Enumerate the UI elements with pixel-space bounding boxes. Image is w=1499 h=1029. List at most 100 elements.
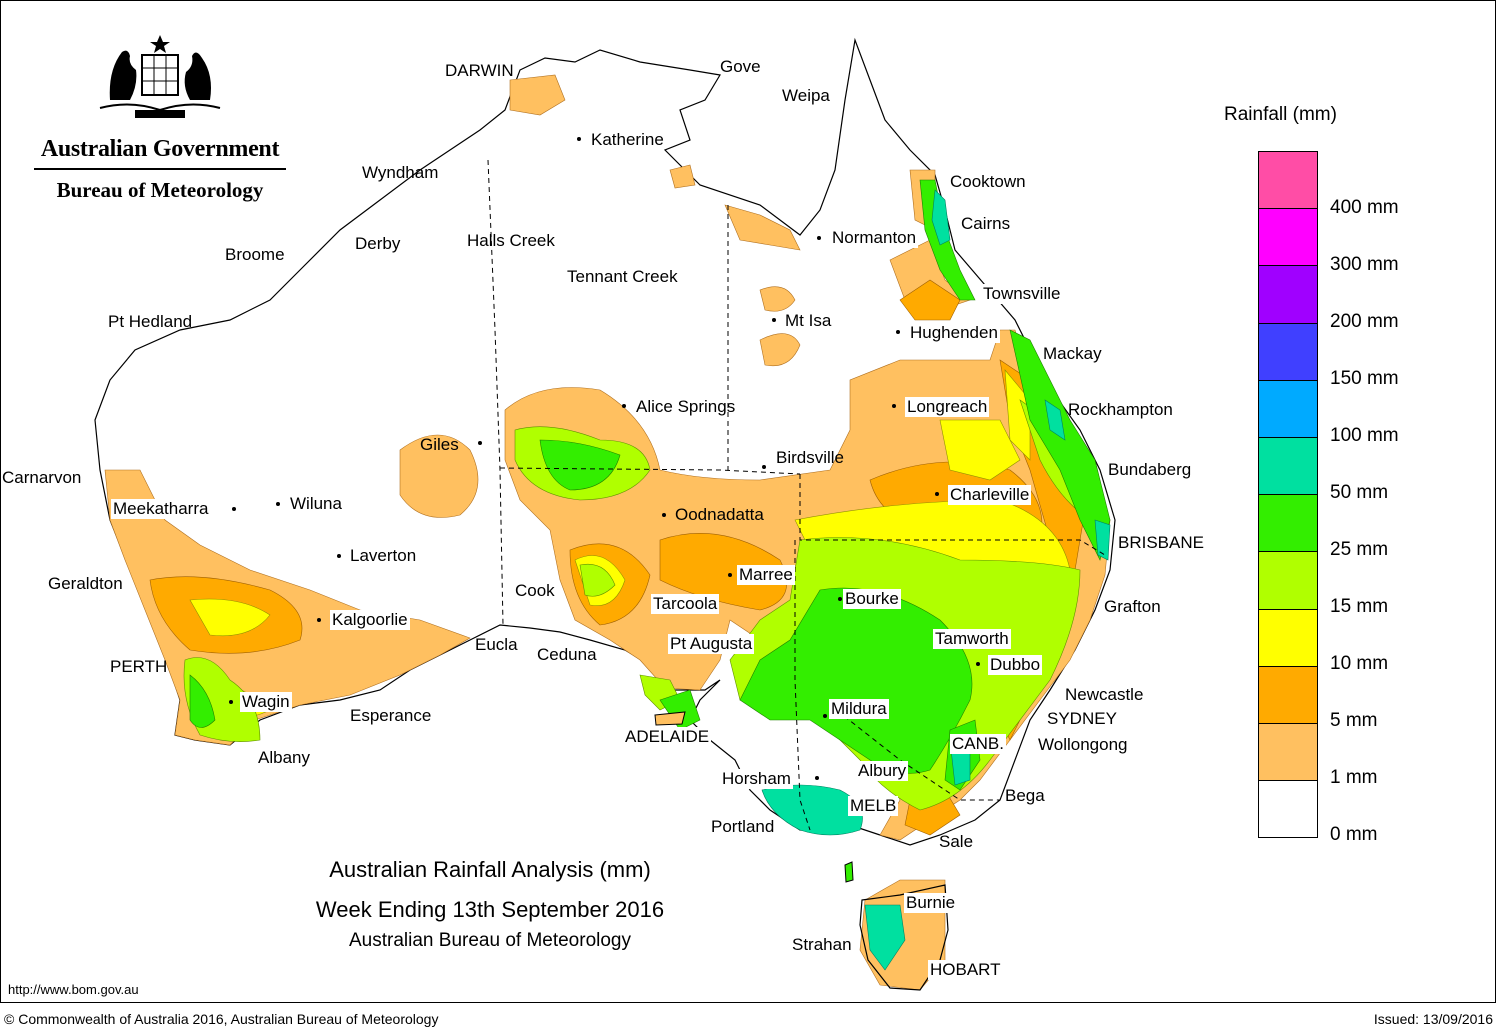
legend-swatch (1259, 209, 1317, 267)
logo-divider (34, 168, 286, 170)
place-laverton: Laverton (350, 546, 417, 565)
place-geraldton: Geraldton (48, 574, 123, 593)
place-charleville: Charleville (948, 485, 1032, 505)
place-mackay: Mackay (1043, 344, 1102, 363)
legend-colorbar (1258, 151, 1318, 839)
place-carnarvon: Carnarvon (2, 468, 82, 487)
legend-label: 5 mm (1330, 710, 1378, 731)
place-wollongong: Wollongong (1038, 735, 1128, 754)
place-albury: Albury (856, 761, 909, 781)
legend-swatch (1259, 781, 1317, 838)
place-gove: Gove (720, 57, 761, 76)
legend-swatch (1259, 609, 1317, 667)
footer-issued: Issued: 13/09/2016 (1373, 1011, 1493, 1027)
place-pt-augusta: Pt Augusta (668, 634, 755, 654)
map-source: Australian Bureau of Meteorology (349, 930, 631, 951)
place-esperance: Esperance (350, 706, 432, 725)
legend-swatch (1259, 552, 1317, 610)
place-oodnadatta: Oodnadatta (675, 505, 764, 524)
place-townsville: Townsville (981, 284, 1063, 304)
place-strahan: Strahan (792, 935, 852, 954)
place-halls-creek: Halls Creek (467, 231, 555, 250)
place-dot (478, 441, 482, 445)
place-dot (817, 236, 821, 240)
place-marree: Marree (737, 565, 795, 585)
place-mt-isa: Mt Isa (783, 311, 834, 331)
place-tarcoola: Tarcoola (651, 594, 720, 614)
place-katherine: Katherine (591, 130, 664, 149)
rain-25mm-areas (189, 179, 1111, 791)
place-tennant-creek: Tennant Creek (567, 267, 678, 286)
place-weipa: Weipa (782, 86, 830, 105)
place-dot (276, 502, 280, 506)
place-tamworth: Tamworth (933, 629, 1011, 649)
place-eucla: Eucla (475, 635, 518, 654)
kangaroo-island (654, 711, 686, 726)
legend-label: 15 mm (1330, 596, 1389, 617)
place-newcastle: Newcastle (1065, 685, 1144, 704)
place-albany: Albany (258, 748, 310, 767)
place-dot (232, 507, 236, 511)
place-dot (229, 700, 233, 704)
footer-copyright: © Commonwealth of Australia 2016, Austra… (4, 1011, 439, 1027)
place-dot (317, 618, 321, 622)
legend-label: 25 mm (1330, 539, 1389, 560)
place-dot (577, 137, 581, 141)
legend-swatch (1259, 495, 1317, 553)
place-dot (662, 513, 666, 517)
place-ceduna: Ceduna (537, 645, 597, 664)
place-canberra: CANB. (950, 734, 1006, 754)
legend-label: 200 mm (1330, 311, 1399, 332)
place-dot (838, 597, 842, 601)
place-broome: Broome (225, 245, 285, 264)
place-derby: Derby (355, 234, 401, 253)
legend-label: 150 mm (1330, 368, 1399, 389)
place-dot (337, 554, 341, 558)
place-giles: Giles (420, 435, 459, 454)
place-meekatharra: Meekatharra (111, 499, 211, 519)
place-sydney: SYDNEY (1047, 709, 1117, 728)
legend-swatch (1259, 152, 1317, 210)
place-grafton: Grafton (1104, 597, 1161, 616)
legend-label: 0 mm (1330, 824, 1378, 845)
place-portland: Portland (711, 817, 775, 836)
place-longreach: Longreach (905, 397, 990, 417)
coat-of-arms-icon (99, 35, 221, 118)
state-borders (487, 159, 1106, 831)
place-horsham: Horsham (720, 769, 793, 789)
legend-swatch (1259, 323, 1317, 381)
place-dot (762, 465, 766, 469)
place-rockhampton: Rockhampton (1068, 400, 1173, 419)
map-frame (0, 0, 1496, 1003)
place-melbourne: MELB (848, 796, 899, 816)
place-darwin: DARWIN (445, 61, 514, 80)
place-dot (935, 492, 939, 496)
legend-swatch (1259, 266, 1317, 324)
place-brisbane: BRISBANE (1118, 533, 1204, 552)
place-dot (823, 714, 827, 718)
map-subtitle: Week Ending 13th September 2016 (315, 897, 665, 922)
bureau-name: Bureau of Meteorology (56, 177, 264, 202)
place-cooktown: Cooktown (950, 172, 1026, 191)
place-dot (772, 318, 776, 322)
place-dot (892, 404, 896, 408)
place-wyndham: Wyndham (362, 163, 439, 182)
footer-url[interactable]: http://www.bom.gov.au (8, 982, 139, 997)
place-dot (976, 662, 980, 666)
place-dot (815, 776, 819, 780)
legend-label: 10 mm (1330, 653, 1389, 674)
legend-label: 400 mm (1330, 197, 1399, 218)
legend-swatch (1259, 723, 1317, 782)
agency-name: Australian Government (40, 136, 280, 162)
legend-swatch (1259, 666, 1317, 724)
place-dubbo: Dubbo (988, 655, 1043, 675)
place-alice-springs: Alice Springs (636, 397, 736, 416)
place-hughenden: Hughenden (908, 323, 1000, 343)
place-cook: Cook (515, 581, 555, 600)
place-pt-hedland: Pt Hedland (108, 312, 193, 331)
bom-logo: Australian Government Bureau of Meteorol… (30, 30, 290, 203)
place-burnie: Burnie (904, 893, 958, 913)
place-birdsville: Birdsville (776, 448, 845, 467)
place-mildura: Mildura (829, 699, 889, 719)
place-bourke: Bourke (843, 589, 901, 609)
